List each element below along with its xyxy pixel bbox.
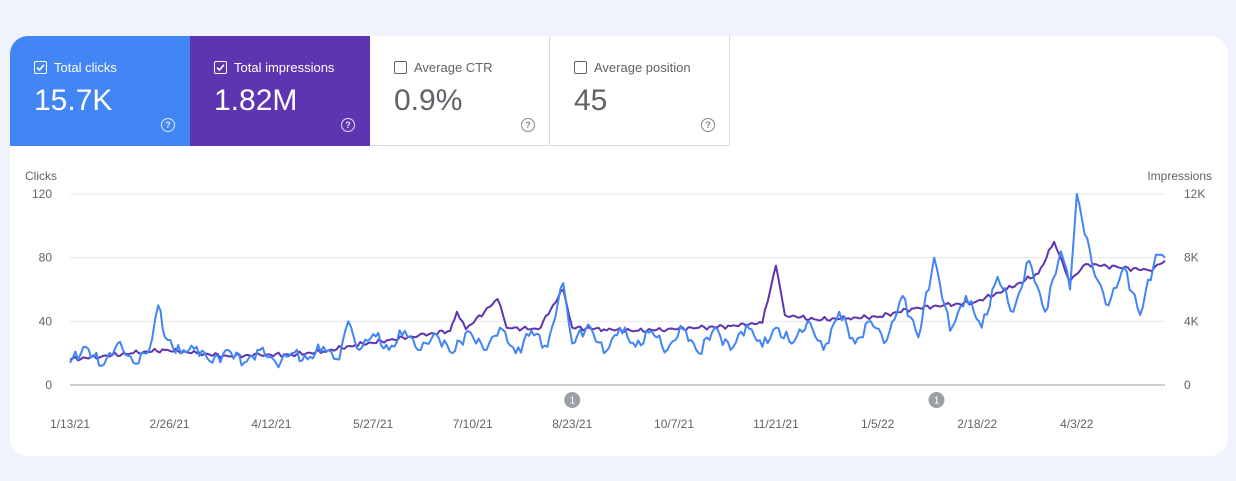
- y-axis-title-right: Impressions: [1147, 169, 1212, 183]
- y-tick-left: 80: [39, 251, 53, 265]
- y-tick-right: 12K: [1184, 187, 1205, 201]
- x-tick-label: 8/23/21: [552, 417, 592, 431]
- y-tick-left: 0: [45, 378, 52, 392]
- clicks-series-line: [69, 193, 1166, 369]
- performance-chart: Clicks Impressions 0 40 80 120 0 4K 8K 12K 1/13/21…: [25, 169, 1212, 431]
- impressions-series-line: [69, 240, 1166, 362]
- x-tick-label: 5/27/21: [353, 417, 393, 431]
- x-tick-label: 1/13/21: [50, 417, 90, 431]
- y-tick-right: 0: [1184, 378, 1191, 392]
- metric-tiles: Total clicks 15.7K? Total impressions 1.82M…: [10, 36, 730, 146]
- metric-value: 1.82M: [214, 84, 298, 117]
- performance-card: Total clicks 15.7K? Total impressions 1.82M…: [10, 36, 1228, 456]
- metric-value: 0.9%: [394, 84, 463, 117]
- x-tick-label: 11/21/21: [753, 417, 799, 431]
- annotation-label: 1: [934, 396, 940, 407]
- x-tick-label: 2/18/22: [957, 417, 997, 431]
- checkbox-icon[interactable]: [34, 61, 47, 74]
- x-tick-label: 7/10/21: [453, 417, 493, 431]
- help-icon[interactable]: ?: [701, 118, 715, 132]
- metric-tile-total-impressions[interactable]: Total impressions 1.82M?: [190, 36, 370, 146]
- checkbox-icon[interactable]: [394, 61, 407, 74]
- x-tick-label: 1/5/22: [861, 417, 895, 431]
- annotation-label: 1: [569, 396, 575, 407]
- y-tick-right: 4K: [1184, 314, 1199, 328]
- help-icon[interactable]: ?: [341, 118, 355, 132]
- x-tick-label: 4/12/21: [251, 417, 291, 431]
- annotation-marker[interactable]: [564, 392, 581, 408]
- y-tick-left: 120: [32, 187, 52, 201]
- metric-label: Total impressions: [234, 60, 335, 75]
- x-tick-label: 4/3/22: [1060, 417, 1094, 431]
- y-tick-right: 8K: [1184, 251, 1199, 265]
- y-axis-title-left: Clicks: [25, 169, 57, 183]
- metric-value: 45: [574, 84, 608, 117]
- metric-tile-average-position[interactable]: Average position 45?: [550, 36, 730, 146]
- x-tick-label: 10/7/21: [654, 417, 694, 431]
- metric-tile-total-clicks[interactable]: Total clicks 15.7K?: [10, 36, 190, 146]
- metric-tile-average-ctr[interactable]: Average CTR 0.9%?: [370, 36, 550, 146]
- checkbox-icon[interactable]: [214, 61, 227, 74]
- checkbox-icon[interactable]: [574, 61, 587, 74]
- metric-value: 15.7K: [34, 84, 113, 117]
- help-icon[interactable]: ?: [521, 118, 535, 132]
- help-icon[interactable]: ?: [161, 118, 175, 132]
- metric-label: Total clicks: [54, 60, 117, 75]
- x-tick-label: 2/26/21: [150, 417, 190, 431]
- annotation-marker[interactable]: [928, 392, 945, 408]
- y-tick-left: 40: [39, 314, 53, 328]
- metric-label: Average position: [594, 60, 691, 75]
- metric-label: Average CTR: [414, 60, 493, 75]
